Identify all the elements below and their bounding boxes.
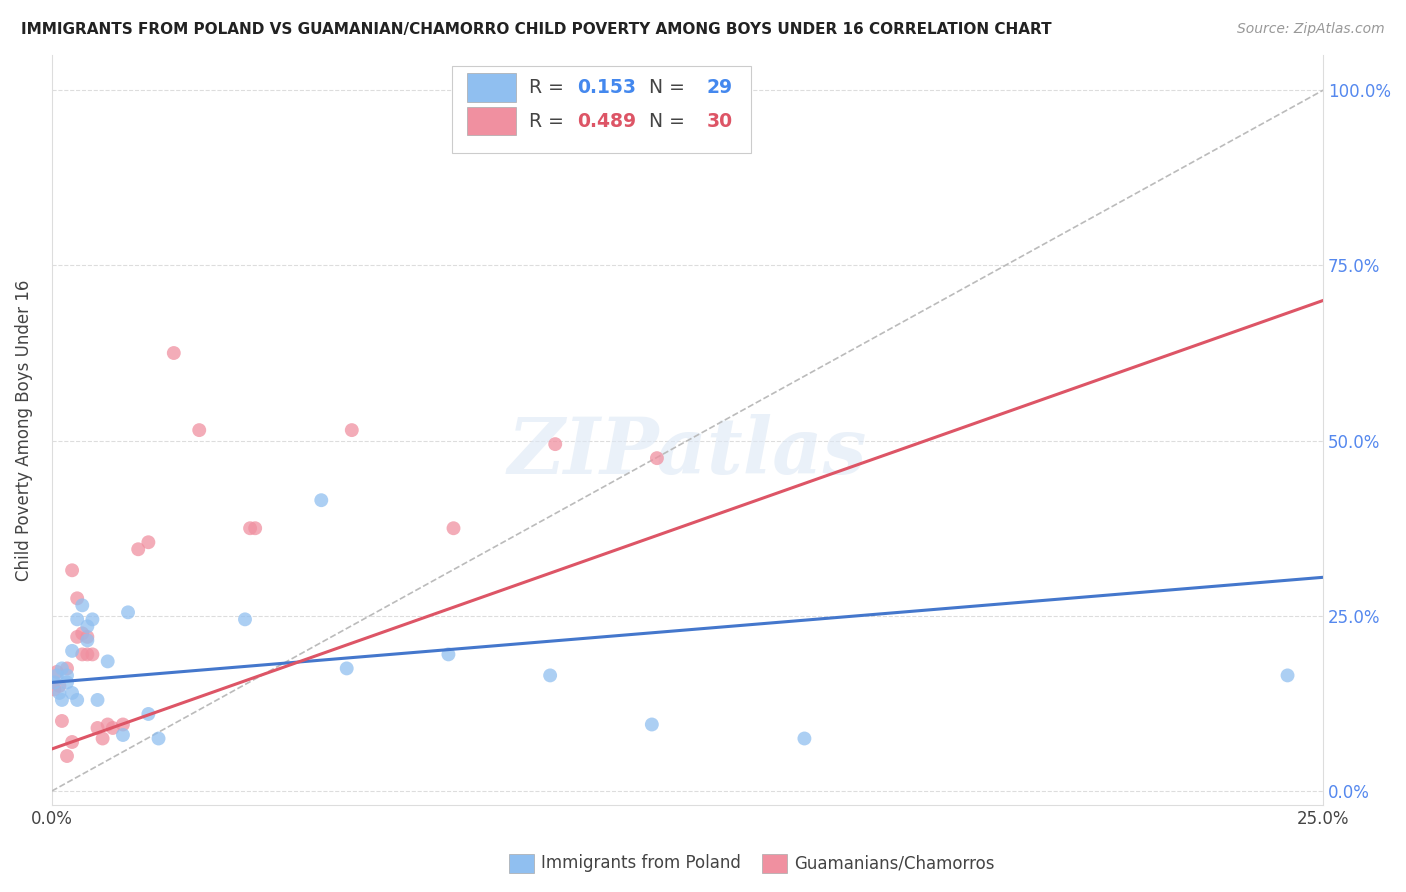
Point bbox=[82, 612, 104, 626]
Point bbox=[243, 521, 266, 535]
Point bbox=[72, 626, 94, 640]
Point bbox=[56, 675, 79, 690]
Text: 0.489: 0.489 bbox=[576, 112, 636, 130]
Y-axis label: Child Poverty Among Boys Under 16: Child Poverty Among Boys Under 16 bbox=[15, 279, 32, 581]
Point bbox=[66, 591, 89, 606]
Text: R =: R = bbox=[529, 78, 569, 97]
Point bbox=[51, 693, 73, 707]
Point bbox=[44, 675, 66, 690]
Text: Guamanians/Chamorros: Guamanians/Chamorros bbox=[794, 855, 995, 872]
Point bbox=[311, 493, 333, 508]
Point bbox=[48, 686, 70, 700]
Point bbox=[233, 612, 256, 626]
Point bbox=[82, 648, 104, 662]
Text: Immigrants from Poland: Immigrants from Poland bbox=[541, 855, 741, 872]
Point bbox=[48, 679, 70, 693]
Point bbox=[66, 630, 89, 644]
Point bbox=[111, 728, 134, 742]
Point bbox=[336, 661, 359, 675]
Text: 29: 29 bbox=[707, 78, 733, 97]
Point bbox=[340, 423, 363, 437]
Text: IMMIGRANTS FROM POLAND VS GUAMANIAN/CHAMORRO CHILD POVERTY AMONG BOYS UNDER 16 C: IMMIGRANTS FROM POLAND VS GUAMANIAN/CHAM… bbox=[21, 22, 1052, 37]
Point bbox=[111, 717, 134, 731]
Point bbox=[86, 693, 108, 707]
Point bbox=[76, 648, 98, 662]
Point bbox=[188, 423, 211, 437]
Point bbox=[544, 437, 567, 451]
Point bbox=[56, 668, 79, 682]
Point bbox=[72, 648, 94, 662]
Point bbox=[437, 648, 460, 662]
Point bbox=[538, 668, 561, 682]
FancyBboxPatch shape bbox=[467, 73, 516, 102]
FancyBboxPatch shape bbox=[467, 107, 516, 136]
Point bbox=[44, 682, 66, 697]
Point bbox=[60, 644, 83, 658]
Point bbox=[51, 661, 73, 675]
Point bbox=[138, 706, 160, 721]
Point bbox=[138, 535, 160, 549]
Point bbox=[443, 521, 465, 535]
Point bbox=[91, 731, 114, 746]
Point bbox=[117, 605, 139, 619]
Point bbox=[148, 731, 170, 746]
Text: 30: 30 bbox=[707, 112, 733, 130]
Point bbox=[45, 668, 67, 682]
Point bbox=[97, 717, 120, 731]
Point bbox=[66, 612, 89, 626]
Point bbox=[793, 731, 815, 746]
Point bbox=[97, 654, 120, 668]
Text: N =: N = bbox=[637, 112, 690, 130]
Point bbox=[101, 721, 124, 735]
Text: ZIPatlas: ZIPatlas bbox=[508, 415, 868, 491]
Text: 0.153: 0.153 bbox=[576, 78, 636, 97]
Point bbox=[51, 714, 73, 728]
Point bbox=[72, 599, 94, 613]
Point bbox=[56, 749, 79, 764]
Text: N =: N = bbox=[637, 78, 690, 97]
Point bbox=[127, 542, 149, 557]
Text: R =: R = bbox=[529, 112, 569, 130]
Point bbox=[45, 665, 67, 679]
Point bbox=[66, 693, 89, 707]
Point bbox=[1277, 668, 1299, 682]
Text: Source: ZipAtlas.com: Source: ZipAtlas.com bbox=[1237, 22, 1385, 37]
Point bbox=[56, 661, 79, 675]
Point bbox=[76, 630, 98, 644]
Point bbox=[60, 563, 83, 577]
Point bbox=[641, 717, 664, 731]
Point bbox=[163, 346, 186, 360]
FancyBboxPatch shape bbox=[453, 66, 751, 153]
Point bbox=[645, 451, 668, 466]
Point bbox=[60, 686, 83, 700]
Point bbox=[76, 619, 98, 633]
Point bbox=[239, 521, 262, 535]
Point bbox=[86, 721, 108, 735]
Point bbox=[76, 633, 98, 648]
Point bbox=[60, 735, 83, 749]
